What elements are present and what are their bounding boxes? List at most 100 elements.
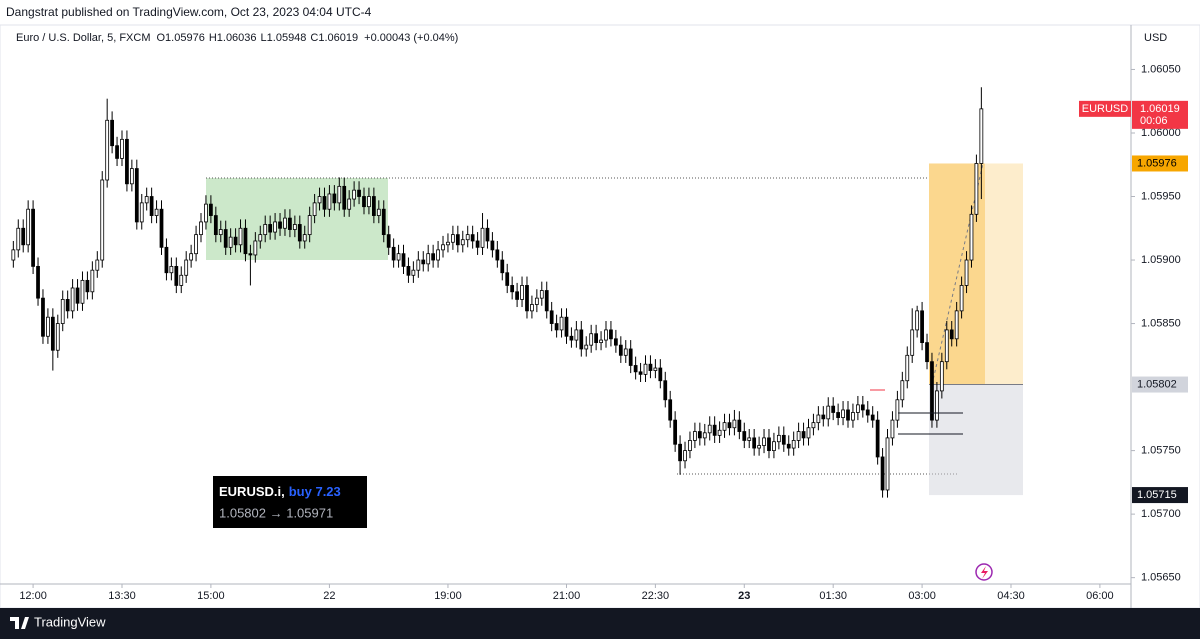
candle-body	[673, 419, 678, 445]
candle-body	[292, 224, 297, 230]
trade-box	[213, 476, 367, 528]
candle-body	[218, 229, 223, 236]
candle-body	[816, 414, 821, 424]
candle-body	[693, 431, 697, 441]
ohlc-value: 1.05948	[267, 32, 307, 44]
price-label: 1.05802	[1137, 378, 1177, 390]
candle-body	[737, 419, 742, 432]
candle-body	[776, 434, 781, 443]
candle-body	[46, 316, 50, 337]
candle-body	[371, 196, 376, 216]
candle-body	[396, 253, 401, 261]
trade-box-title: EURUSD.i, buy 7.23	[219, 484, 341, 499]
candle-body	[890, 419, 895, 439]
candle-body	[663, 380, 668, 401]
candle-body	[900, 380, 905, 401]
price-label: 1.05715	[1137, 489, 1177, 501]
candle-body	[307, 215, 312, 236]
trade-action: buy 7.23	[289, 484, 341, 499]
candle-body	[60, 299, 65, 324]
candle-body	[712, 424, 717, 436]
candle-body	[406, 265, 411, 276]
candle-body	[500, 259, 505, 274]
candle-body	[164, 246, 169, 274]
candle-body	[367, 196, 371, 208]
candle-body	[169, 265, 174, 274]
candle-body	[41, 297, 45, 337]
candle-body	[223, 229, 228, 248]
candle-body	[851, 412, 855, 421]
candle-body	[930, 361, 934, 421]
candle-body	[865, 409, 870, 416]
candle-body	[668, 399, 673, 421]
candle-body	[470, 234, 475, 242]
candle-body	[36, 265, 40, 299]
candle-body	[653, 367, 658, 371]
candle-body	[115, 145, 119, 159]
candle-body	[515, 291, 519, 300]
candle-body	[762, 437, 766, 446]
last-price-bg	[1132, 100, 1188, 129]
x-tick-label: 15:00	[197, 590, 225, 602]
candle-body	[638, 371, 643, 375]
candle-body	[628, 348, 633, 366]
candle-body	[386, 234, 391, 248]
candle-body	[643, 363, 648, 375]
candle-body	[174, 265, 179, 286]
candle-body	[683, 450, 687, 462]
x-tick-label: 04:30	[997, 590, 1025, 602]
candle-body	[100, 179, 105, 261]
candle-body	[796, 431, 801, 441]
candle-body	[495, 249, 500, 261]
candle-body	[120, 138, 124, 159]
candle-body	[613, 338, 618, 346]
candle-body	[460, 239, 465, 246]
tv-logo	[10, 617, 29, 629]
y-tick-label: 1.05700	[1141, 508, 1181, 520]
last-price: 1.06019	[1140, 103, 1180, 115]
candle-body	[490, 240, 495, 251]
candle-body	[154, 208, 159, 216]
candle-body	[747, 437, 752, 441]
candle-body	[623, 348, 628, 356]
candle-body	[880, 456, 885, 491]
y-tick-label: 1.05650	[1141, 572, 1181, 584]
candle-body	[85, 279, 90, 293]
candle-body	[95, 259, 100, 271]
candle-body	[347, 198, 352, 210]
candle-body	[618, 344, 623, 356]
candle-body	[599, 339, 603, 344]
candle-body	[411, 269, 416, 276]
candle-body	[959, 285, 964, 312]
candle-body	[149, 196, 154, 216]
candle-body	[253, 240, 258, 256]
candle-body	[895, 399, 900, 421]
chart-frame	[0, 24, 1200, 609]
candle-body	[505, 272, 510, 286]
candle-body	[189, 253, 194, 261]
candle-body	[964, 259, 969, 286]
candle-body	[549, 310, 554, 324]
candle-body	[125, 138, 129, 185]
candle-body	[80, 279, 85, 304]
loss-zone	[929, 384, 1023, 496]
candle-body	[134, 168, 139, 223]
candles	[11, 87, 984, 498]
candle-body	[204, 203, 208, 223]
candle-body	[110, 119, 114, 147]
candle-body	[811, 422, 816, 429]
candle-body	[283, 217, 287, 229]
candle-body	[144, 196, 149, 204]
candle-body	[860, 404, 865, 411]
alert-icon[interactable]	[975, 563, 993, 581]
candle-body	[732, 419, 737, 429]
candle-body	[209, 203, 213, 216]
x-tick-label: 22	[323, 590, 335, 602]
candle-body	[648, 363, 653, 371]
candle-body	[520, 285, 524, 300]
candle-body	[544, 290, 549, 312]
candle-body	[786, 443, 791, 449]
ohlc-key: L	[261, 32, 267, 44]
y-tick-label: 1.05850	[1141, 317, 1181, 329]
